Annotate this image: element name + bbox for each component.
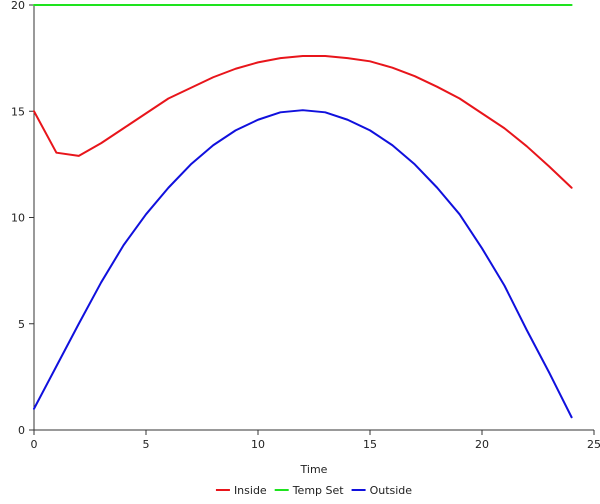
x-tick-label: 10: [251, 438, 265, 451]
y-tick-label: 0: [18, 424, 25, 437]
x-tick-label: 0: [31, 438, 38, 451]
x-tick-label: 5: [143, 438, 150, 451]
legend: Inside Temp Set Outside: [215, 484, 413, 497]
y-tick-label: 5: [18, 318, 25, 331]
axes: 0 5 10 15 20 25 0 5 10 15 20: [11, 0, 600, 451]
x-tick-label: 20: [475, 438, 489, 451]
y-tick-label: 15: [11, 105, 25, 118]
series-line-inside: [33, 55, 573, 189]
x-tick-label: 15: [363, 438, 377, 451]
x-tick-label: 25: [587, 438, 600, 451]
plot-area: [33, 4, 573, 419]
legend-label-outside: Outside: [370, 484, 413, 497]
y-tick-label: 20: [11, 0, 25, 12]
legend-label-temp-set: Temp Set: [292, 484, 345, 497]
y-tick-label: 10: [11, 212, 25, 225]
x-axis-label: Time: [300, 463, 328, 476]
legend-label-inside: Inside: [234, 484, 267, 497]
series-line-outside: [33, 109, 573, 419]
